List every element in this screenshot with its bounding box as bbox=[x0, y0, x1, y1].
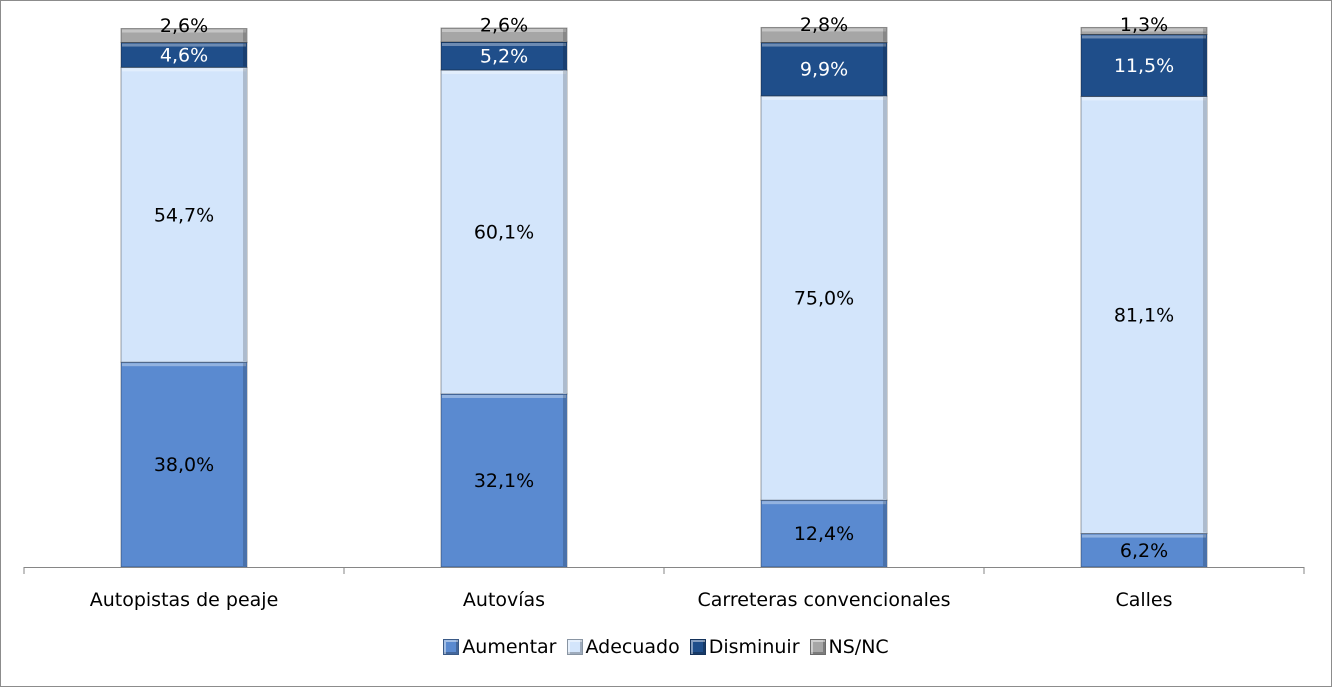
bar-aumentar-autovias bbox=[440, 393, 568, 568]
data-label-aumentar-calles: 6,2% bbox=[1120, 540, 1168, 562]
bar-bevel-side bbox=[563, 29, 566, 42]
bar-bevel-side bbox=[1203, 97, 1206, 533]
data-label-adecuado-autopistas-de-peaje: 54,7% bbox=[154, 204, 214, 226]
data-label-ns-nc-carreteras-convencionales: 2,8% bbox=[800, 14, 848, 36]
bar-bevel-side bbox=[883, 501, 886, 566]
bar-bevel-side bbox=[243, 363, 246, 566]
category-label-autovias: Autovías bbox=[463, 589, 545, 611]
legend-swatch-aumentar bbox=[443, 639, 460, 655]
bar-bevel-side bbox=[1203, 534, 1206, 566]
legend-label-aumentar: Aumentar bbox=[462, 636, 557, 658]
legend-swatch-nsnc bbox=[809, 639, 826, 655]
data-label-aumentar-carreteras-convencionales: 12,4% bbox=[794, 523, 854, 545]
bar-disminuir-carreteras-convencionales bbox=[760, 42, 888, 97]
bar-bevel-side bbox=[243, 29, 246, 42]
legend-label-adecuado: Adecuado bbox=[585, 636, 680, 658]
bar-bevel-side bbox=[1203, 28, 1206, 34]
bars-layer bbox=[120, 26, 1208, 568]
legend-item-disminuir: Disminuir bbox=[689, 636, 800, 658]
legend-label-nsnc: NS/NC bbox=[828, 636, 889, 658]
category-label-autopistas-de-peaje: Autopistas de peaje bbox=[90, 589, 279, 611]
bar-bevel-top bbox=[1082, 35, 1206, 39]
bar-disminuir-autopistas-de-peaje bbox=[120, 42, 248, 68]
bar-bevel-side bbox=[563, 43, 566, 70]
bar-aumentar-carreteras-convencionales bbox=[760, 499, 888, 568]
bar-ns-nc-calles bbox=[1080, 26, 1208, 35]
bar-bevel-top bbox=[122, 363, 246, 367]
data-label-aumentar-autovias: 32,1% bbox=[474, 470, 534, 492]
bar-bevel-side bbox=[563, 71, 566, 393]
legend-label-disminuir: Disminuir bbox=[708, 636, 800, 658]
x-axis: Autopistas de peaje Autovías Carreteras co… bbox=[23, 567, 1305, 611]
data-label-aumentar-autopistas-de-peaje: 38,0% bbox=[154, 454, 214, 476]
category-label-carreteras-convencionales: Carreteras convencionales bbox=[698, 589, 951, 611]
bar-aumentar-autopistas-de-peaje bbox=[120, 361, 248, 568]
legend: Aumentar Adecuado Disminuir NS/NC bbox=[0, 636, 1332, 658]
bar-bevel-side bbox=[883, 43, 886, 95]
bar-ns-nc-autopistas-de-peaje bbox=[120, 28, 248, 44]
data-label-adecuado-autovias: 60,1% bbox=[474, 222, 534, 244]
data-label-ns-nc-autovias: 2,6% bbox=[480, 15, 528, 37]
data-label-ns-nc-calles: 1,3% bbox=[1120, 14, 1168, 36]
bar-adecuado-carreteras-convencionales bbox=[760, 95, 888, 501]
legend-swatch-disminuir bbox=[689, 639, 706, 655]
bar-bevel-side bbox=[883, 96, 886, 500]
bar-adecuado-autovias bbox=[440, 69, 568, 395]
bar-aumentar-calles bbox=[1080, 533, 1208, 568]
bar-bevel-top bbox=[122, 68, 246, 72]
bar-bevel-top bbox=[442, 43, 566, 47]
bar-adecuado-calles bbox=[1080, 95, 1208, 535]
bar-bevel-top bbox=[442, 71, 566, 75]
bar-disminuir-calles bbox=[1080, 33, 1208, 97]
bar-bevel-side bbox=[883, 28, 886, 42]
data-label-disminuir-autopistas-de-peaje: 4,6% bbox=[160, 44, 208, 66]
bar-bevel-top bbox=[762, 501, 886, 505]
legend-item-aumentar: Aumentar bbox=[443, 636, 557, 658]
bar-bevel-side bbox=[563, 394, 566, 566]
legend-swatch-adecuado bbox=[566, 639, 583, 655]
legend-item-adecuado: Adecuado bbox=[566, 636, 680, 658]
bar-bevel-top bbox=[122, 43, 246, 47]
category-label-calles: Calles bbox=[1115, 589, 1172, 611]
bar-ns-nc-autovias bbox=[440, 27, 568, 43]
data-label-ns-nc-autopistas-de-peaje: 2,6% bbox=[160, 15, 208, 37]
bar-ns-nc-carreteras-convencionales bbox=[760, 26, 888, 44]
data-label-disminuir-carreteras-convencionales: 9,9% bbox=[800, 59, 848, 81]
data-label-disminuir-autovias: 5,2% bbox=[480, 46, 528, 68]
data-label-disminuir-calles: 11,5% bbox=[1114, 55, 1174, 77]
bar-bevel-side bbox=[243, 43, 246, 67]
bar-bevel-top bbox=[762, 43, 886, 47]
data-label-adecuado-carreteras-convencionales: 75,0% bbox=[794, 288, 854, 310]
data-labels-layer: 38,0% 54,7% 4,6% 2,6% 32,1% 60,1% 5,2% 2,6% 12,4… bbox=[154, 14, 1174, 562]
bar-bevel-top bbox=[442, 29, 566, 32]
bar-bevel-side bbox=[243, 68, 246, 362]
bar-bevel-top bbox=[1082, 534, 1206, 538]
legend-item-nsnc: NS/NC bbox=[809, 636, 889, 658]
bar-bevel-top bbox=[442, 394, 566, 398]
bar-bevel-side bbox=[1203, 35, 1206, 96]
bar-bevel-top bbox=[1082, 97, 1206, 101]
bar-bevel-top bbox=[762, 28, 886, 32]
bar-bevel-top bbox=[762, 96, 886, 100]
data-label-adecuado-calles: 81,1% bbox=[1114, 305, 1174, 327]
bar-bevel-top bbox=[1082, 28, 1206, 32]
bar-bevel-top bbox=[122, 29, 246, 33]
